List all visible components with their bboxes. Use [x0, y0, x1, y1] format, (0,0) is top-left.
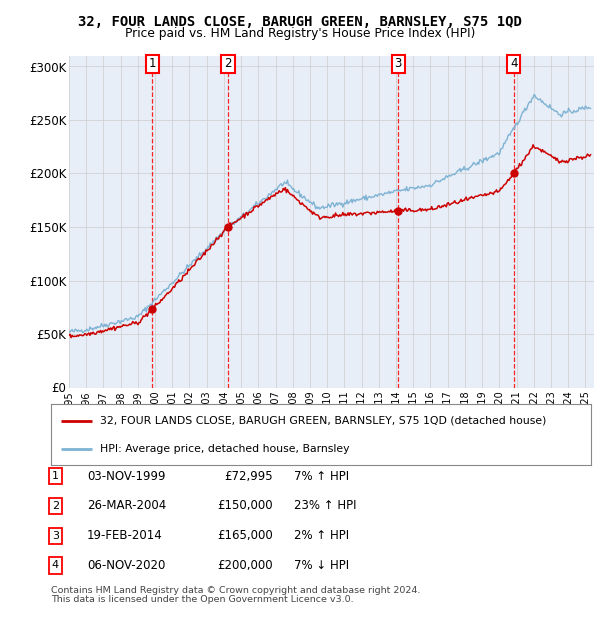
Text: £200,000: £200,000 — [217, 559, 273, 572]
Text: £72,995: £72,995 — [224, 470, 273, 482]
Text: 3: 3 — [395, 58, 402, 71]
Text: 1: 1 — [52, 471, 59, 481]
Text: Price paid vs. HM Land Registry's House Price Index (HPI): Price paid vs. HM Land Registry's House … — [125, 27, 475, 40]
Text: 2: 2 — [224, 58, 232, 71]
Text: HPI: Average price, detached house, Barnsley: HPI: Average price, detached house, Barn… — [100, 443, 349, 454]
Text: 03-NOV-1999: 03-NOV-1999 — [87, 470, 166, 482]
Text: 1: 1 — [149, 58, 156, 71]
Text: 26-MAR-2004: 26-MAR-2004 — [87, 500, 166, 512]
Text: 23% ↑ HPI: 23% ↑ HPI — [294, 500, 356, 512]
Text: 2: 2 — [52, 501, 59, 511]
Text: 32, FOUR LANDS CLOSE, BARUGH GREEN, BARNSLEY, S75 1QD: 32, FOUR LANDS CLOSE, BARUGH GREEN, BARN… — [78, 16, 522, 30]
Text: £165,000: £165,000 — [217, 529, 273, 542]
Text: 19-FEB-2014: 19-FEB-2014 — [87, 529, 163, 542]
Text: 4: 4 — [510, 58, 518, 71]
Text: 06-NOV-2020: 06-NOV-2020 — [87, 559, 166, 572]
Text: 7% ↑ HPI: 7% ↑ HPI — [294, 470, 349, 482]
Text: 2% ↑ HPI: 2% ↑ HPI — [294, 529, 349, 542]
Text: £150,000: £150,000 — [217, 500, 273, 512]
Text: 3: 3 — [52, 531, 59, 541]
Text: This data is licensed under the Open Government Licence v3.0.: This data is licensed under the Open Gov… — [51, 595, 353, 604]
Text: Contains HM Land Registry data © Crown copyright and database right 2024.: Contains HM Land Registry data © Crown c… — [51, 585, 421, 595]
Text: 32, FOUR LANDS CLOSE, BARUGH GREEN, BARNSLEY, S75 1QD (detached house): 32, FOUR LANDS CLOSE, BARUGH GREEN, BARN… — [100, 415, 546, 426]
Text: 4: 4 — [52, 560, 59, 570]
Text: 7% ↓ HPI: 7% ↓ HPI — [294, 559, 349, 572]
